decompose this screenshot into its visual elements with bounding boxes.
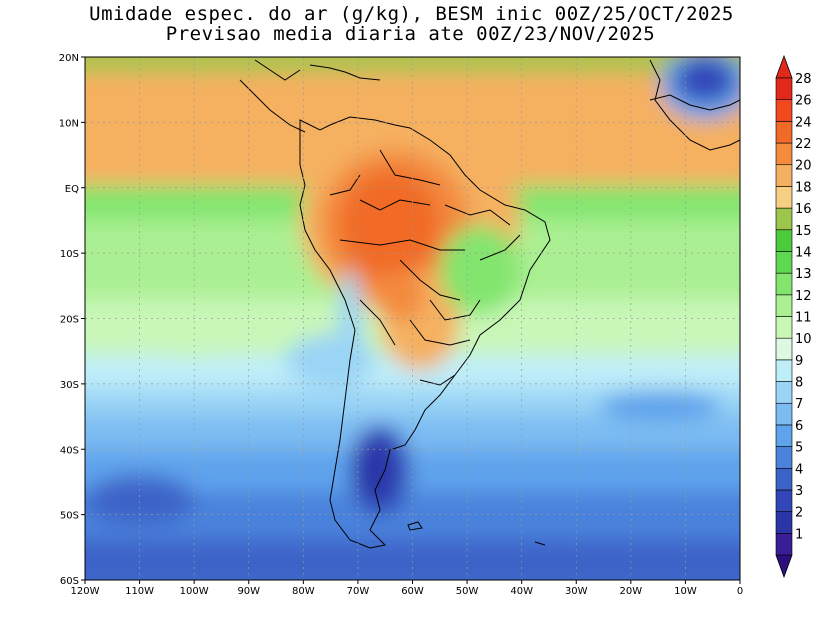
colorbar-label: 1 [795, 527, 803, 542]
colorbar-swatch [775, 467, 793, 491]
colorbar-swatch [775, 424, 793, 447]
colorbar-swatch [775, 121, 793, 144]
colorbar-label: 12 [795, 289, 812, 304]
x-axis: 120W 110W 100W 90W 80W 70W 60W 50W 40W 30W 20W 10W 0 [71, 580, 743, 597]
y-tick-label: 60S [60, 576, 79, 587]
colorbar-bottom-arrow [775, 554, 793, 579]
colorbar-label: 18 [795, 180, 812, 195]
colorbar-label: 3 [795, 484, 803, 499]
colorbar-label: 2 [795, 506, 803, 521]
colorbar-label: 24 [795, 115, 812, 130]
colorbar-label: 6 [795, 419, 803, 434]
x-tick-label: 50W [456, 586, 479, 597]
colorbar-label: 11 [795, 311, 812, 326]
colorbar-swatch [775, 77, 793, 100]
x-tick-label: 70W [347, 586, 370, 597]
x-tick-label: 110W [125, 586, 154, 597]
colorbar-swatch [775, 142, 793, 166]
colorbar-label: 8 [795, 376, 803, 391]
colorbar-label: 7 [795, 397, 803, 412]
colorbar-swatch [775, 251, 793, 274]
x-tick-label: 120W [71, 586, 100, 597]
colorbar-swatch [775, 489, 793, 512]
colorbar-label: 20 [795, 159, 812, 174]
colorbar-label: 4 [795, 462, 803, 477]
graticule [85, 57, 740, 580]
coastlines [239, 59, 740, 549]
x-tick-label: 10W [674, 586, 697, 597]
colorbar-swatch [775, 359, 793, 382]
colorbar-swatch [775, 272, 793, 296]
y-tick-label: 20S [60, 315, 79, 326]
colorbar-label: 16 [795, 202, 812, 217]
colorbar-swatch [775, 207, 793, 231]
colorbar-label: 22 [795, 137, 812, 152]
x-tick-label: 30W [565, 586, 588, 597]
colorbar-swatch [775, 186, 793, 209]
colorbar-label: 15 [795, 224, 812, 239]
colorbar-label: 28 [795, 72, 812, 87]
colorbar-swatch [775, 381, 793, 404]
colorbar-swatch [775, 316, 793, 339]
y-tick-label: EQ [65, 184, 79, 195]
x-tick-label: 0 [737, 586, 743, 597]
x-tick-label: 20W [620, 586, 643, 597]
x-tick-label: 40W [510, 586, 533, 597]
colorbar-label: 5 [795, 441, 803, 456]
chart-subtitle: Previsao media diaria ate 00Z/23/NOV/202… [165, 23, 656, 45]
y-tick-label: 20N [59, 53, 79, 64]
colorbar-label: 26 [795, 94, 812, 109]
y-tick-label: 10N [59, 118, 79, 129]
y-tick-label: 50S [60, 511, 79, 522]
colorbar-top-arrow [775, 54, 793, 79]
x-tick-label: 90W [237, 586, 260, 597]
colorbar-swatch [775, 402, 793, 426]
colorbar-swatch [775, 99, 793, 122]
x-tick-label: 80W [292, 586, 315, 597]
colorbar-swatch [775, 337, 793, 361]
colorbar-label: 9 [795, 354, 803, 369]
colorbar-swatch [775, 533, 793, 556]
y-axis: 20N 10N EQ 10S 20S 30S 40S 50S 60S [59, 53, 85, 587]
chart-title: Umidade espec. do ar (g/kg), BESM inic 0… [89, 3, 734, 25]
x-tick-label: 60W [401, 586, 424, 597]
colorbar-swatch [775, 446, 793, 469]
x-tick-label: 100W [180, 586, 209, 597]
colorbar-swatch [775, 294, 793, 317]
colorbar-swatch [775, 164, 793, 187]
colorbar-swatch [775, 511, 793, 534]
colorbar-label: 14 [795, 245, 812, 260]
y-tick-label: 30S [60, 380, 79, 391]
y-tick-label: 10S [60, 249, 79, 260]
colorbar-label: 10 [795, 332, 812, 347]
colorbar-swatch [775, 229, 793, 252]
y-tick-label: 40S [60, 445, 79, 456]
colorbar-label: 13 [795, 267, 812, 282]
